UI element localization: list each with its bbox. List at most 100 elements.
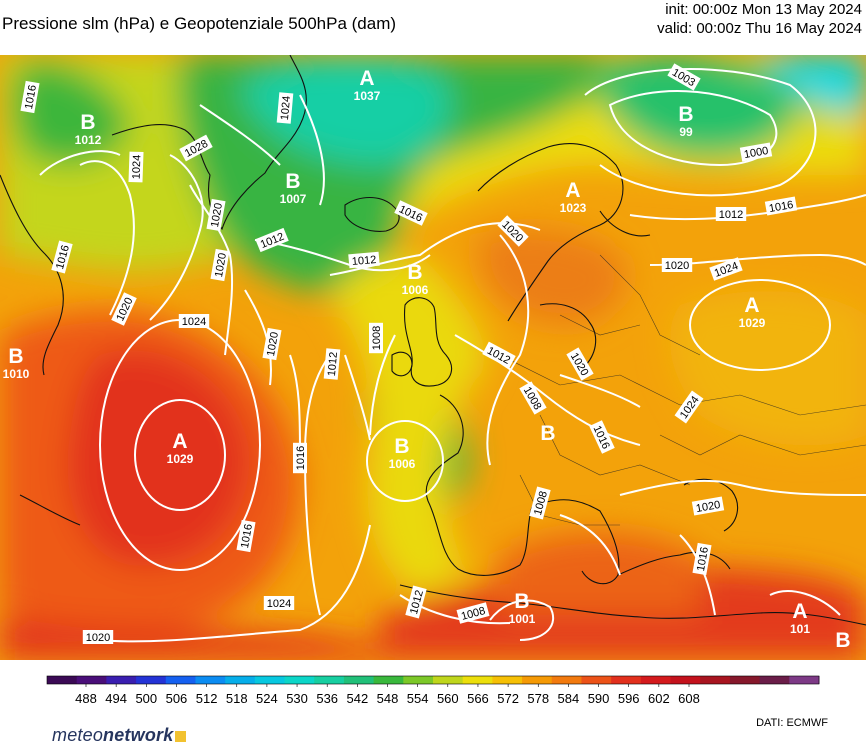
colorbar-swatch bbox=[373, 676, 404, 684]
colorbar-tick-label: 500 bbox=[135, 691, 157, 706]
center-letter: B bbox=[80, 111, 95, 134]
weather-map: 1016102410281024101610121012102010031000… bbox=[0, 55, 866, 660]
isobar-label: 1024 bbox=[178, 314, 210, 328]
isobar-label: 1024 bbox=[263, 596, 295, 610]
pressure-centers: B1012A1037B1007B99A1023B1006B1010A1029B1… bbox=[3, 67, 851, 652]
run-info: init: 00:00z Mon 13 May 2024 valid: 00:0… bbox=[657, 0, 862, 38]
colorbar-swatch bbox=[47, 676, 78, 684]
isobar-label-text: 1024 bbox=[131, 155, 144, 180]
meteonetwork-logo: meteonetwork bbox=[52, 725, 187, 746]
colorbar-swatches bbox=[46, 675, 820, 685]
isobar-label-box bbox=[348, 251, 380, 269]
isobar-label-text: 1016 bbox=[23, 84, 39, 110]
center-value: 1001 bbox=[509, 612, 536, 626]
colorbar-ticks: 488 494 500 506 512 518 524 530 536 542 548 554 560 5… bbox=[75, 684, 700, 706]
isobar-label-box bbox=[667, 63, 701, 91]
colorbar-swatch bbox=[314, 676, 345, 684]
center-value: 1010 bbox=[3, 367, 30, 381]
colorbar-swatch bbox=[225, 676, 256, 684]
isobar-label-text: 1020 bbox=[213, 252, 229, 278]
isobar-label-box bbox=[236, 519, 256, 553]
isobar-label-box bbox=[293, 442, 307, 474]
isobar-label-box bbox=[51, 240, 73, 274]
coastlines bbox=[0, 55, 866, 626]
colorbar-swatch bbox=[462, 676, 493, 684]
isobar-label: 1020 bbox=[262, 327, 282, 361]
logo-bold-text: network bbox=[103, 725, 174, 745]
isobar-label: 1016 bbox=[236, 519, 256, 553]
isobar-label-box bbox=[262, 327, 282, 361]
colorbar-swatch bbox=[729, 676, 761, 684]
isobar-label: 1016 bbox=[20, 80, 40, 114]
isobar-label-box bbox=[405, 585, 427, 619]
isobar-label-text: 1020 bbox=[695, 499, 721, 515]
colorbar-swatch bbox=[284, 676, 315, 684]
isobar-label-text: 1012 bbox=[351, 254, 376, 268]
colorbar-tick-label: 602 bbox=[648, 691, 670, 706]
colorbar-tick-label: 560 bbox=[437, 691, 459, 706]
isobar-label-text: 1024 bbox=[279, 95, 293, 120]
center-value: 1006 bbox=[402, 283, 429, 297]
center-letter: B bbox=[514, 590, 529, 613]
isobar-label: 1016 bbox=[764, 196, 798, 216]
isobar-label-text: 1020 bbox=[86, 632, 110, 644]
isobar-label-box bbox=[566, 347, 594, 381]
colorbar-tick-label: 608 bbox=[678, 691, 700, 706]
isobar-label-box bbox=[692, 542, 712, 576]
isobar-label-text: 1008 bbox=[371, 326, 383, 350]
center-letter: A bbox=[565, 179, 580, 202]
colorbar-tick-label: 590 bbox=[588, 691, 610, 706]
center-letter: B bbox=[678, 103, 693, 126]
isobar-label-text: 1016 bbox=[695, 546, 711, 572]
isobar-label-box bbox=[456, 602, 490, 624]
isobar-label-text: 1024 bbox=[182, 316, 206, 328]
colorbar-swatch bbox=[403, 676, 434, 684]
colorbar-swatch bbox=[700, 676, 731, 684]
colorbar-tick-label: 536 bbox=[316, 691, 338, 706]
colorbar-swatch bbox=[195, 676, 226, 684]
colorbar-tick-label: 542 bbox=[346, 691, 368, 706]
isobar-label-box bbox=[323, 348, 341, 380]
colorbar-swatch bbox=[551, 676, 582, 684]
center-value: 99 bbox=[679, 125, 693, 139]
colorbar-swatch bbox=[581, 676, 612, 684]
isobar-label-box bbox=[82, 630, 114, 644]
isobar-label-box bbox=[709, 257, 743, 281]
center-letter: B bbox=[394, 435, 409, 458]
isobar-label: 1016 bbox=[293, 442, 307, 474]
isobar-label-box bbox=[255, 227, 289, 253]
isobar-label: 1020 bbox=[82, 630, 114, 644]
colorbar-tick-label: 554 bbox=[407, 691, 429, 706]
center-value: 1029 bbox=[167, 452, 194, 466]
isobar-label-box bbox=[519, 381, 547, 415]
colorbar-tick-label: 506 bbox=[166, 691, 188, 706]
isobar-label-box bbox=[179, 134, 213, 162]
colorbar-swatch bbox=[165, 676, 196, 684]
pressure-center: B bbox=[835, 629, 850, 652]
isobar-label-text: 1016 bbox=[768, 199, 794, 215]
colorbar-tick-label: 494 bbox=[105, 691, 127, 706]
center-value: 1007 bbox=[280, 192, 307, 206]
colorbar-swatch bbox=[343, 676, 375, 684]
center-value: 1012 bbox=[75, 133, 102, 147]
isobar-label-box bbox=[691, 496, 725, 516]
center-letter: B bbox=[8, 345, 23, 368]
isobar-label-box bbox=[206, 198, 226, 232]
isobar-label-box bbox=[661, 258, 693, 272]
isobar-label-text: 1012 bbox=[326, 351, 340, 376]
valid-time: valid: 00:00z Thu 16 May 2024 bbox=[657, 20, 862, 37]
isobar-label: 1024 bbox=[128, 151, 144, 183]
isobar-label: 1012 bbox=[348, 251, 380, 269]
colorbar: 488 494 500 506 512 518 524 530 536 542 548 554 560 5… bbox=[46, 675, 820, 706]
isobar-label-box bbox=[263, 596, 295, 610]
isobar-label-box bbox=[210, 248, 230, 282]
colorbar-swatch bbox=[789, 676, 820, 684]
isobar-label-text: 1016 bbox=[239, 523, 255, 549]
